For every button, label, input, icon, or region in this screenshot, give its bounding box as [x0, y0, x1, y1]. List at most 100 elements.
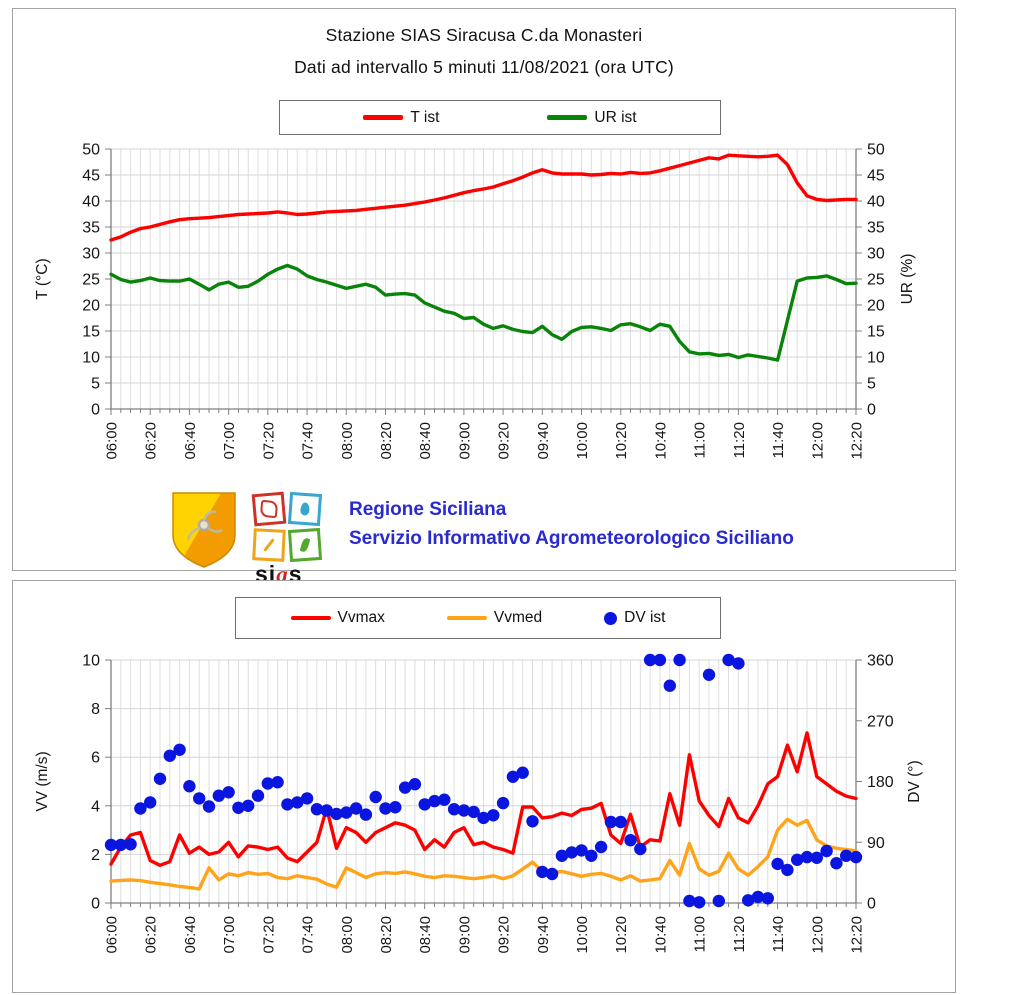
- svg-text:5: 5: [91, 376, 100, 393]
- sias-square-red: [251, 491, 287, 527]
- vvmed-line-sample: [446, 615, 487, 621]
- legend-label: T ist: [410, 108, 440, 126]
- temperature-humidity-panel: Stazione SIAS Siracusa C.da Monasteri Da…: [12, 8, 956, 586]
- svg-text:40: 40: [82, 194, 100, 211]
- svg-text:0: 0: [91, 402, 100, 419]
- svg-text:360: 360: [867, 653, 894, 670]
- svg-text:06:20: 06:20: [143, 422, 160, 460]
- legend-item-t-ist: T ist: [363, 109, 439, 127]
- legend-label: Vvmax: [337, 609, 385, 626]
- svg-text:06:00: 06:00: [104, 422, 121, 460]
- svg-text:09:00: 09:00: [456, 916, 473, 954]
- legend-label: Vvmed: [493, 609, 543, 626]
- svg-text:06:00: 06:00: [104, 916, 121, 954]
- svg-text:20: 20: [82, 298, 100, 315]
- sias-logo-squares: [251, 491, 333, 563]
- svg-text:08:00: 08:00: [339, 916, 356, 954]
- svg-text:08:40: 08:40: [417, 422, 434, 460]
- legend-item-vvmax: Vvmax: [290, 609, 385, 627]
- sias-square-green: [287, 527, 323, 563]
- legend-item-ur-ist: UR ist: [547, 108, 637, 127]
- svg-text:10:00: 10:00: [574, 916, 591, 954]
- svg-text:12:00: 12:00: [809, 422, 826, 460]
- svg-text:08:20: 08:20: [378, 916, 395, 954]
- svg-text:11:40: 11:40: [770, 422, 787, 458]
- svg-text:09:40: 09:40: [535, 422, 552, 460]
- svg-text:11:20: 11:20: [731, 422, 748, 458]
- svg-text:VV (m/s): VV (m/s): [34, 751, 51, 811]
- svg-text:07:20: 07:20: [260, 916, 277, 954]
- svg-text:6: 6: [91, 750, 100, 767]
- legend-item-dv-ist: DV ist: [604, 609, 665, 627]
- wind-panel: Vvmax Vvmed DV ist 0 2 4 6 8 10 0 90 180 270 360 06…: [12, 580, 956, 993]
- chart-title: Stazione SIAS Siracusa C.da Monasteri: [325, 25, 643, 45]
- svg-text:30: 30: [82, 246, 100, 263]
- svg-text:2: 2: [91, 847, 100, 864]
- svg-text:12:00: 12:00: [809, 916, 826, 954]
- svg-text:09:40: 09:40: [535, 916, 552, 954]
- svg-text:06:40: 06:40: [182, 422, 199, 460]
- svg-text:0: 0: [867, 402, 876, 419]
- svg-text:07:00: 07:00: [221, 916, 238, 954]
- svg-text:07:40: 07:40: [300, 916, 317, 954]
- svg-text:0: 0: [91, 896, 100, 913]
- legend-wind: Vvmax Vvmed DV ist: [235, 597, 721, 639]
- service-name: Servizio Informativo Agrometeorologico S…: [349, 528, 794, 549]
- svg-text:35: 35: [82, 220, 100, 237]
- svg-text:T (°C): T (°C): [34, 258, 51, 299]
- svg-text:08:20: 08:20: [378, 422, 395, 460]
- svg-text:25: 25: [82, 272, 100, 289]
- sias-logo: sias: [251, 491, 333, 587]
- svg-text:180: 180: [867, 774, 894, 791]
- sias-square-yellow: [252, 528, 286, 562]
- svg-text:10:40: 10:40: [652, 916, 669, 954]
- svg-text:10:20: 10:20: [613, 916, 630, 954]
- svg-text:270: 270: [867, 713, 894, 730]
- sias-wordmark: sias: [255, 561, 303, 587]
- svg-text:10:40: 10:40: [652, 422, 669, 460]
- svg-text:06:20: 06:20: [143, 916, 160, 954]
- svg-text:11:40: 11:40: [770, 916, 787, 952]
- svg-text:4: 4: [91, 798, 100, 815]
- legend-temperature-humidity: T ist UR ist: [279, 100, 721, 135]
- svg-text:10:20: 10:20: [613, 422, 630, 460]
- svg-text:8: 8: [91, 701, 100, 718]
- dv-ist-dot-sample: [604, 611, 618, 625]
- svg-text:11:00: 11:00: [692, 422, 709, 458]
- svg-text:50: 50: [82, 142, 100, 159]
- svg-text:30: 30: [867, 246, 885, 263]
- svg-text:07:20: 07:20: [260, 422, 277, 460]
- svg-text:09:00: 09:00: [456, 422, 473, 460]
- svg-text:45: 45: [82, 168, 100, 185]
- svg-text:12:20: 12:20: [849, 916, 866, 954]
- svg-text:09:20: 09:20: [496, 422, 513, 460]
- svg-text:45: 45: [867, 168, 885, 185]
- chart-subtitle: Dati ad intervallo 5 minuti 11/08/2021 (…: [294, 57, 674, 77]
- t-ist-line-sample: [363, 115, 404, 120]
- temperature-humidity-chart: 0 5 10 15 20 25 30 35 40 45 50 0 5 10 15 20 25 30 35 40 45 50…: [34, 142, 916, 460]
- wind-chart: 0 2 4 6 8 10 0 90 180 270 360 06:00 06:20 06:40 07:00 0…: [34, 653, 923, 954]
- svg-text:08:40: 08:40: [417, 916, 434, 954]
- svg-text:12:20: 12:20: [849, 422, 866, 460]
- legend-label: DV ist: [624, 609, 666, 626]
- svg-text:DV (°): DV (°): [906, 760, 923, 802]
- svg-text:07:00: 07:00: [221, 422, 238, 460]
- region-text-block: Regione Siciliana Servizio Informativo A…: [349, 495, 794, 553]
- svg-text:0: 0: [867, 896, 876, 913]
- svg-text:35: 35: [867, 220, 885, 237]
- svg-text:09:20: 09:20: [496, 916, 513, 954]
- svg-text:15: 15: [82, 324, 100, 341]
- svg-text:10: 10: [867, 350, 885, 367]
- svg-text:11:00: 11:00: [692, 916, 709, 952]
- svg-text:08:00: 08:00: [339, 422, 356, 460]
- svg-text:40: 40: [867, 194, 885, 211]
- svg-text:UR (%): UR (%): [899, 254, 916, 305]
- svg-text:10: 10: [82, 350, 100, 367]
- svg-text:11:20: 11:20: [731, 916, 748, 952]
- legend-label: UR ist: [594, 108, 637, 126]
- vvmax-line-sample: [290, 615, 331, 621]
- svg-text:5: 5: [867, 376, 876, 393]
- ur-ist-line-sample: [547, 115, 588, 120]
- svg-text:50: 50: [867, 142, 885, 159]
